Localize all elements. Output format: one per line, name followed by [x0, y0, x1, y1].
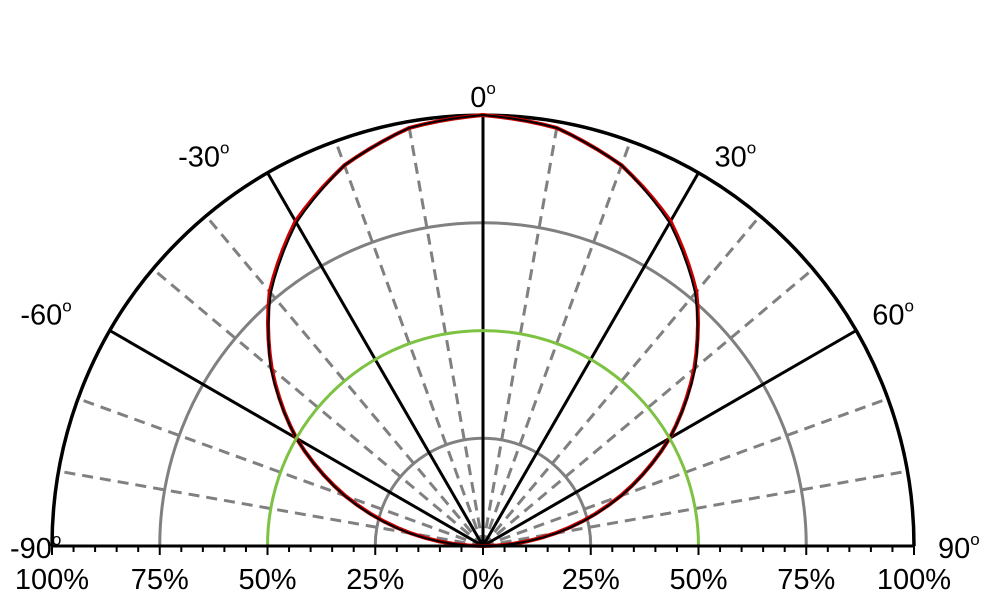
angle-label-value: 30	[715, 142, 747, 174]
angle-label-value: -60	[20, 300, 62, 332]
radial-tick-label: 50%	[238, 564, 296, 595]
radial-axis: 100% 75% 50% 25% 0% 25% 50% 75% 100%	[15, 544, 951, 595]
angle-label-unit: o	[486, 79, 495, 98]
angle-label: 90o	[938, 530, 980, 565]
angle-label-value: 60	[872, 300, 904, 332]
angle-label-value: 90	[938, 533, 970, 565]
radial-tick-label: 100%	[877, 564, 951, 595]
angle-label-unit: o	[970, 530, 979, 549]
angle-label-value: 0	[470, 82, 486, 114]
series-layer	[265, 112, 701, 548]
radial-tick-label: 25%	[346, 564, 404, 595]
radial-tick-label: 25%	[562, 564, 620, 595]
angle-label-unit: o	[52, 530, 61, 549]
series-2-line	[266, 329, 700, 547]
radial-tick-label: 75%	[777, 564, 835, 595]
angle-label: -30o	[178, 139, 229, 174]
angle-label: 60o	[872, 297, 914, 332]
angle-label-unit: o	[747, 139, 756, 158]
angle-label: -60o	[20, 297, 71, 332]
angle-label-unit: o	[62, 297, 71, 316]
angle-label-unit: o	[905, 297, 914, 316]
radial-tick-label: 100%	[15, 564, 89, 595]
angle-label: 0o	[470, 79, 496, 114]
radial-tick-label: 50%	[669, 564, 727, 595]
radial-tick-label: 0%	[462, 564, 504, 595]
radial-tick-label: 75%	[131, 564, 189, 595]
angle-label: 30o	[715, 139, 757, 174]
angle-label-unit: o	[220, 139, 229, 158]
angle-label-value: -90	[10, 533, 52, 565]
angle-label: -90o	[10, 530, 61, 565]
angle-label-value: -30	[178, 142, 220, 174]
